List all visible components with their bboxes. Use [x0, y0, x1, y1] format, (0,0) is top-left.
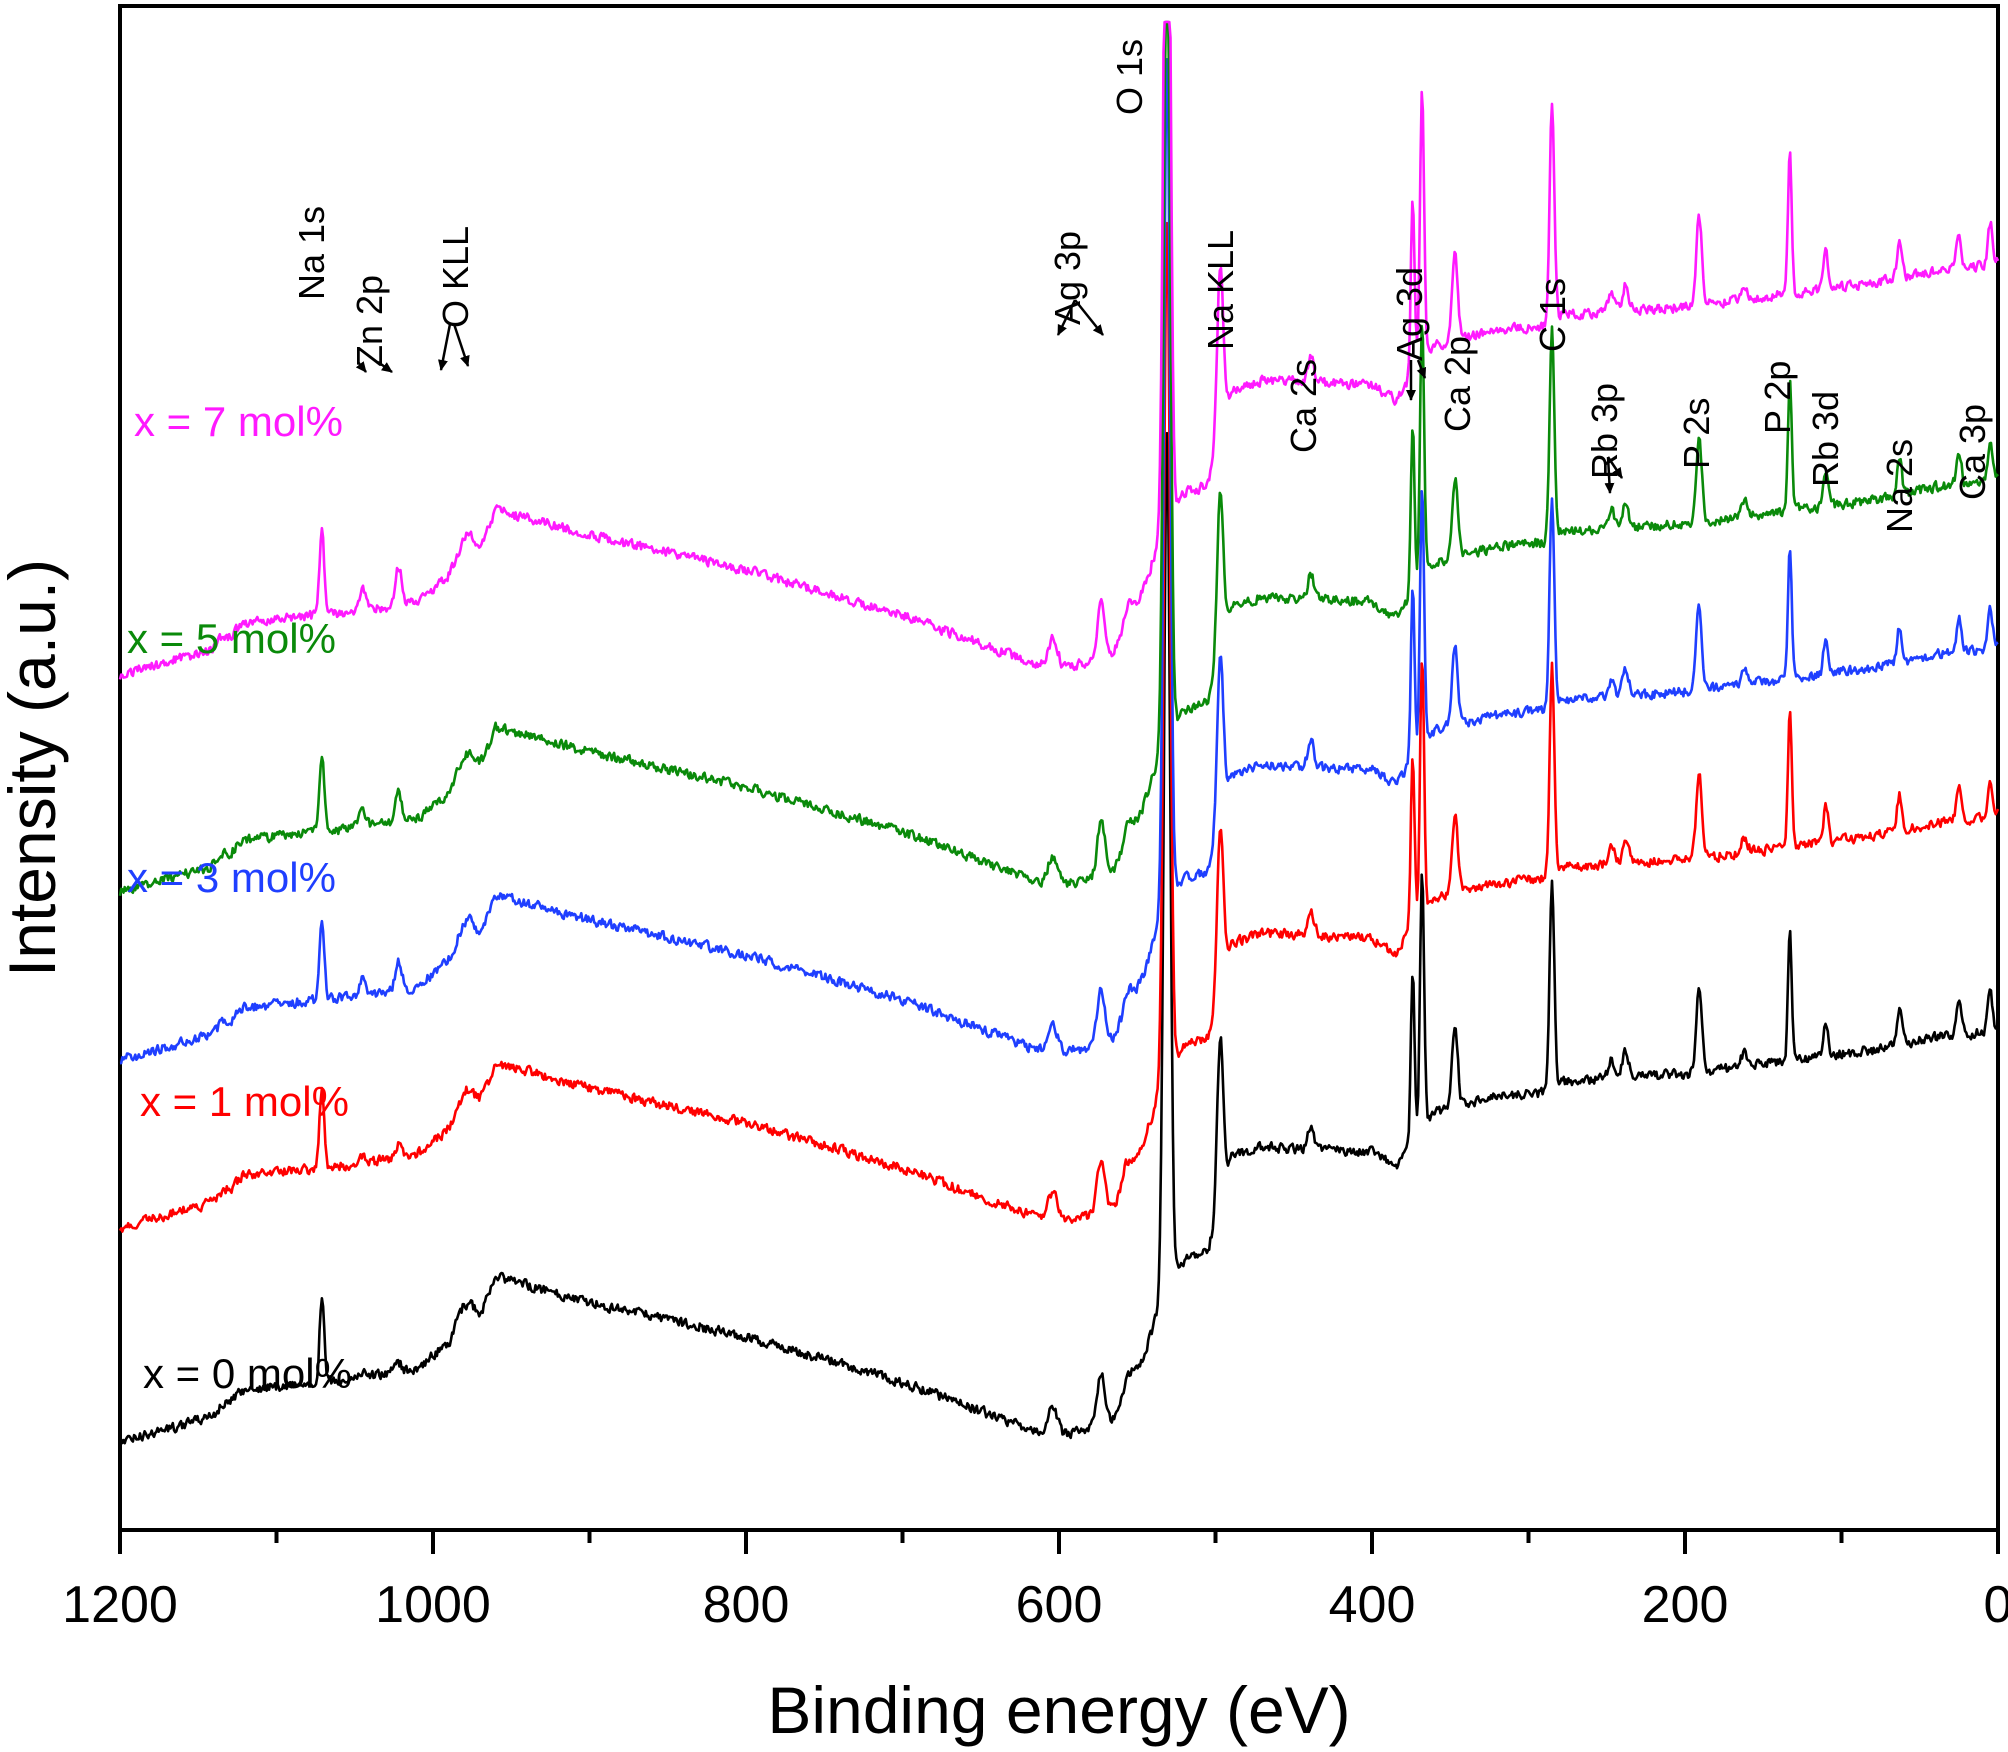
annotation-arrow-9 — [1606, 456, 1624, 479]
peak-label-8: Ca 2p — [1437, 336, 1478, 432]
peak-label-9: C 1s — [1532, 278, 1573, 352]
peak-label-11: P 2s — [1676, 398, 1717, 469]
y-axis-title: Intensity (a.u.) — [0, 559, 69, 977]
peak-label-3: Ag 3p — [1047, 231, 1088, 325]
x-tick-label: 1200 — [62, 1576, 178, 1634]
x-tick-label: 1000 — [375, 1576, 491, 1634]
legend-label-3: x = 5 mol% — [127, 615, 336, 662]
peak-label-0: Na 1s — [291, 206, 332, 300]
series-line-2 — [119, 57, 1999, 1065]
peak-label-4: O 1s — [1109, 39, 1150, 115]
annotation-arrow-4 — [1056, 299, 1077, 336]
annotation-arrow-8 — [1604, 456, 1615, 494]
series-line-0 — [118, 431, 2000, 1445]
series-line-1 — [118, 221, 2000, 1233]
series-line-3 — [118, 20, 1999, 897]
peak-label-14: Na 2s — [1879, 439, 1920, 533]
x-tick-label: 400 — [1329, 1576, 1416, 1634]
annotation-arrow-3 — [452, 323, 470, 367]
peak-label-12: P 2p — [1757, 361, 1798, 434]
peak-label-6: Ca 2s — [1283, 359, 1324, 453]
series-line-4 — [118, 20, 2000, 680]
legend-label-0: x = 0 mol% — [143, 1350, 352, 1397]
peak-label-5: Na KLL — [1200, 230, 1241, 350]
annotation-arrow-5 — [1074, 299, 1104, 336]
x-tick-label: 600 — [1016, 1576, 1103, 1634]
peak-label-15: Ca 3p — [1952, 404, 1993, 500]
legend-label-2: x = 3 mol% — [127, 854, 336, 901]
x-tick-label: 200 — [1642, 1576, 1729, 1634]
x-axis-title: Binding energy (eV) — [767, 1673, 1350, 1747]
peak-label-10: Rb 3p — [1584, 383, 1625, 479]
annotation-arrow-2 — [438, 323, 452, 371]
peak-label-2: O KLL — [435, 226, 476, 328]
x-tick-label: 0 — [1984, 1576, 2008, 1634]
peak-label-7: Ag 3d — [1389, 267, 1430, 361]
legend-label-1: x = 1 mol% — [140, 1078, 349, 1125]
peak-label-13: Rb 3d — [1805, 391, 1846, 487]
x-tick-label: 800 — [703, 1576, 790, 1634]
annotation-arrow-0 — [355, 361, 367, 373]
legend-label-4: x = 7 mol% — [134, 398, 343, 445]
annotation-arrow-1 — [377, 360, 393, 374]
peak-label-1: Zn 2p — [349, 275, 390, 367]
annotation-arrow-7 — [1416, 359, 1427, 379]
